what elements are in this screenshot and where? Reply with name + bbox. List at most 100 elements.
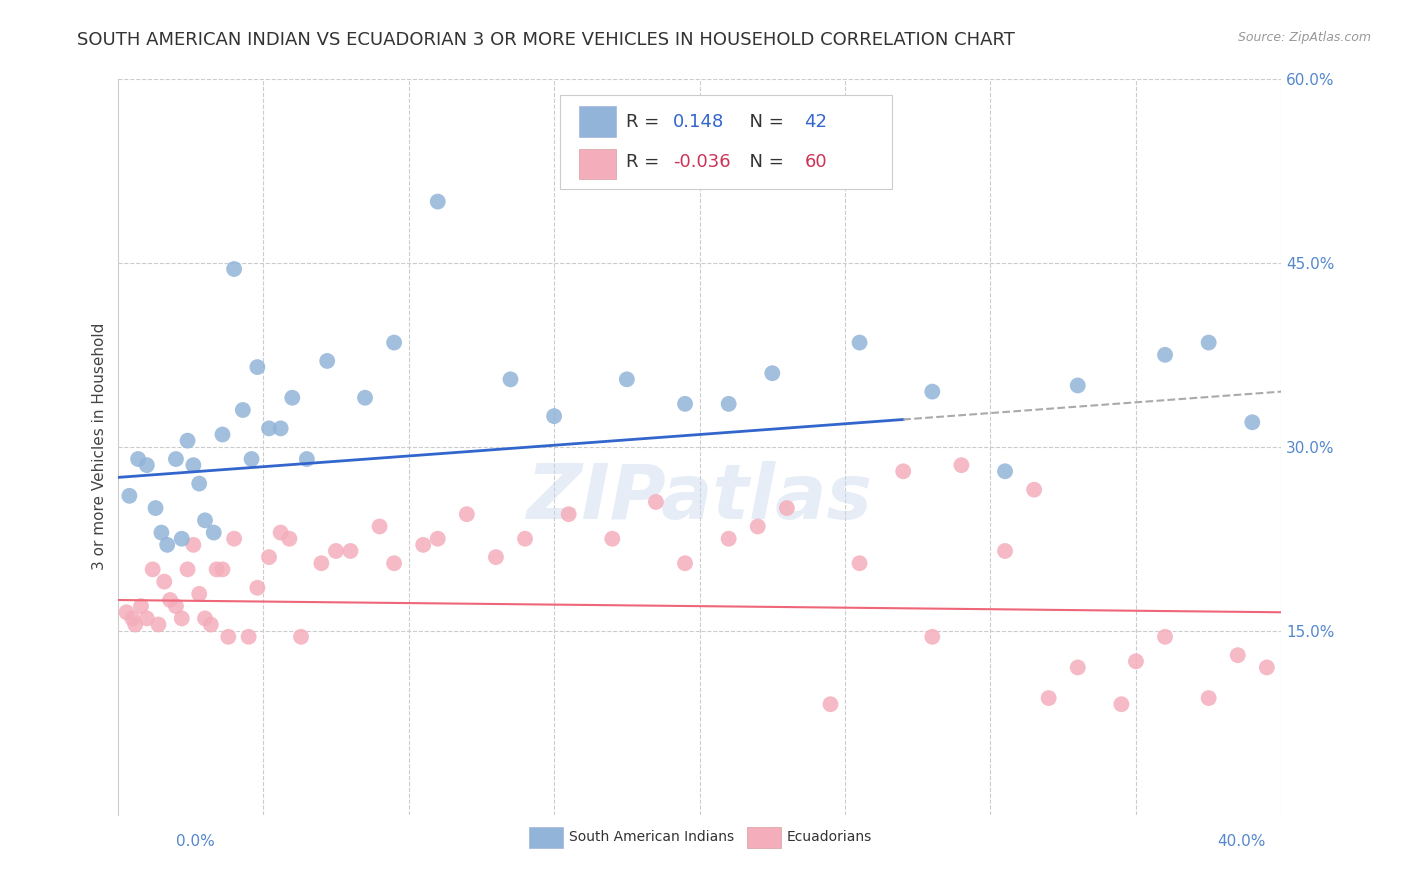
Point	[412, 538, 434, 552]
Point	[200, 617, 222, 632]
Point	[188, 587, 211, 601]
Point	[354, 391, 377, 405]
Point	[382, 335, 405, 350]
Text: South American Indians: South American Indians	[568, 830, 734, 844]
Point	[170, 611, 193, 625]
Point	[211, 427, 233, 442]
Text: -0.036: -0.036	[673, 153, 731, 171]
Point	[1067, 660, 1090, 674]
Point	[1154, 630, 1177, 644]
Point	[142, 562, 165, 576]
Point	[820, 697, 842, 711]
Point	[257, 550, 280, 565]
Text: R =: R =	[626, 153, 665, 171]
Text: N =: N =	[738, 153, 790, 171]
Point	[176, 562, 198, 576]
Point	[1198, 335, 1220, 350]
Point	[891, 464, 914, 478]
Point	[115, 605, 138, 619]
Point	[211, 562, 233, 576]
Text: N =: N =	[738, 113, 790, 131]
Point	[994, 544, 1017, 558]
Point	[124, 617, 146, 632]
Point	[135, 458, 157, 472]
Text: ZIPatlas: ZIPatlas	[527, 461, 873, 535]
Point	[156, 538, 179, 552]
Point	[368, 519, 391, 533]
Point	[1111, 697, 1133, 711]
Point	[426, 532, 449, 546]
Point	[150, 525, 173, 540]
Point	[994, 464, 1017, 478]
Text: 0.148: 0.148	[673, 113, 724, 131]
Point	[194, 513, 217, 527]
Point	[121, 611, 143, 625]
Point	[717, 532, 740, 546]
Point	[1198, 691, 1220, 706]
FancyBboxPatch shape	[578, 106, 616, 136]
FancyBboxPatch shape	[560, 95, 891, 189]
Point	[485, 550, 508, 565]
Point	[246, 581, 269, 595]
Point	[848, 556, 870, 570]
Point	[1125, 654, 1147, 668]
Point	[717, 397, 740, 411]
Point	[1256, 660, 1278, 674]
Point	[257, 421, 280, 435]
Point	[183, 458, 205, 472]
Point	[325, 544, 347, 558]
Point	[224, 532, 246, 546]
Text: 40.0%: 40.0%	[1218, 834, 1265, 849]
Point	[776, 501, 799, 516]
Y-axis label: 3 or more Vehicles in Household: 3 or more Vehicles in Household	[93, 323, 107, 571]
Point	[456, 507, 478, 521]
Point	[217, 630, 239, 644]
Point	[170, 532, 193, 546]
Text: 0.0%: 0.0%	[176, 834, 215, 849]
Point	[290, 630, 312, 644]
Point	[159, 593, 181, 607]
Text: Ecuadorians: Ecuadorians	[787, 830, 872, 844]
Point	[747, 519, 769, 533]
Point	[1154, 348, 1177, 362]
Point	[1024, 483, 1046, 497]
Point	[1067, 378, 1090, 392]
Point	[205, 562, 228, 576]
Point	[278, 532, 301, 546]
Point	[339, 544, 361, 558]
Point	[761, 366, 783, 380]
Point	[513, 532, 536, 546]
Point	[316, 354, 339, 368]
Text: R =: R =	[626, 113, 665, 131]
Text: 60: 60	[804, 153, 827, 171]
Point	[673, 397, 696, 411]
Point	[921, 384, 943, 399]
Point	[202, 525, 225, 540]
Point	[848, 335, 870, 350]
Point	[600, 532, 623, 546]
Point	[127, 452, 149, 467]
Point	[1038, 691, 1060, 706]
Point	[645, 495, 668, 509]
Point	[281, 391, 304, 405]
Point	[557, 507, 579, 521]
Point	[950, 458, 973, 472]
FancyBboxPatch shape	[578, 149, 616, 179]
Text: 42: 42	[804, 113, 827, 131]
Point	[183, 538, 205, 552]
Point	[270, 421, 292, 435]
Point	[129, 599, 152, 614]
Point	[145, 501, 167, 516]
Point	[311, 556, 333, 570]
Point	[499, 372, 522, 386]
Point	[135, 611, 157, 625]
Point	[543, 409, 565, 424]
Point	[616, 372, 638, 386]
Point	[148, 617, 170, 632]
Point	[118, 489, 141, 503]
Point	[382, 556, 405, 570]
Point	[295, 452, 318, 467]
Point	[921, 630, 943, 644]
Point	[194, 611, 217, 625]
Point	[240, 452, 263, 467]
